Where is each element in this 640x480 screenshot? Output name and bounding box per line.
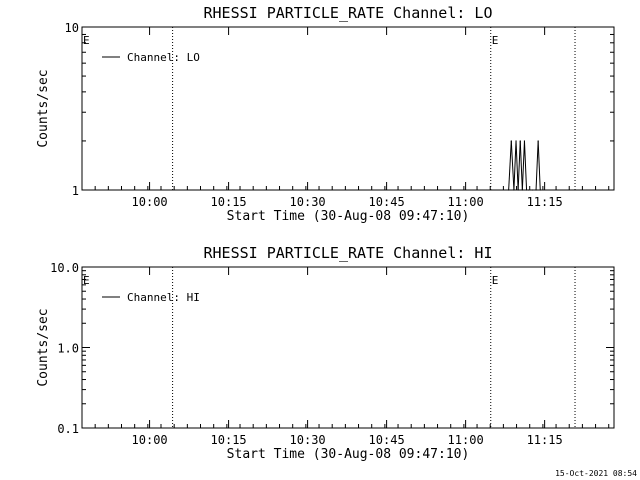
chart-2-y-tick-label: 10.0 <box>50 261 79 275</box>
chart-1-marker-e: E <box>83 34 90 47</box>
chart-1-series-1-point <box>508 189 510 191</box>
chart-2-x-tick-label: 10:30 <box>290 433 326 447</box>
chart-2: RHESSI PARTICLE_RATE Channel: HI 10:00 10:… <box>36 244 615 462</box>
chart-2-x-tick-label: 10:45 <box>369 433 405 447</box>
chart-2-title: RHESSI PARTICLE_RATE Channel: HI <box>204 244 493 262</box>
chart-2-x-tick-label: 11:00 <box>448 433 484 447</box>
chart-1: RHESSI PARTICLE_RATE Channel: LO 10:00 10:… <box>36 4 615 224</box>
chart-1-series-1-point <box>523 140 526 142</box>
chart-1-series-1-segment <box>523 140 528 191</box>
chart-1-series-1-point <box>535 189 537 191</box>
chart-1-x-tick-label: 10:45 <box>369 195 405 209</box>
chart-1-series-1-segment <box>513 140 517 191</box>
chart-1-x-tick-label: 10:15 <box>211 195 247 209</box>
chart-1-title: RHESSI PARTICLE_RATE Channel: LO <box>204 4 493 22</box>
chart-1-series-1-point <box>531 189 533 191</box>
chart-1-series-1-point <box>519 140 521 142</box>
chart-2-y-axis-label: Counts/sec <box>36 308 51 386</box>
chart-2-marker-e: E <box>83 274 90 287</box>
chart-1-series-1-segment <box>517 140 521 191</box>
chart-1-x-tick-label: 11:00 <box>448 195 484 209</box>
chart-2-y-tick-label: 0.1 <box>57 422 79 436</box>
chart-1-x-tick-label: 11:15 <box>527 195 563 209</box>
chart-1-series-1-point <box>521 189 523 191</box>
chart-1-series-1-point <box>517 189 519 191</box>
chart-1-y-axis-label: Counts/sec <box>36 69 51 147</box>
chart-1-series-1-point <box>515 140 517 142</box>
chart-1-y-tick-label: 10 <box>65 21 79 35</box>
chart-1-marker-e: E <box>492 34 499 47</box>
chart-1-series-1-point <box>528 189 530 191</box>
footer-timestamp: 15-Oct-2021 08:54 <box>555 469 637 478</box>
chart-1-series-1-segment <box>537 140 541 191</box>
chart-1-x-tick-label: 10:00 <box>132 195 168 209</box>
chart-1-series-1-point <box>510 140 512 142</box>
chart-1-series-1-segment <box>521 140 525 191</box>
chart-2-y-tick-label: 1.0 <box>57 342 79 356</box>
chart-1-series-1-segment <box>515 140 519 191</box>
chart-1-x-axis-label: Start Time (30-Aug-08 09:47:10) <box>227 209 470 224</box>
chart-1-series-1-segment <box>510 140 515 191</box>
chart-1-series-1-point <box>513 189 515 191</box>
chart-1-series-1-segment <box>535 140 539 191</box>
chart-2-x-tick-label: 11:15 <box>527 433 563 447</box>
chart-1-x-tick-label: 10:30 <box>290 195 326 209</box>
chart-1-plot-frame <box>81 26 615 191</box>
chart-1-series-1-point <box>537 140 539 142</box>
chart-1-legend-label: Channel: LO <box>127 51 200 64</box>
chart-2-x-tick-label: 10:00 <box>132 433 168 447</box>
chart-1-series-1-segment <box>508 140 512 191</box>
chart-2-marker-e: E <box>492 274 499 287</box>
chart-1-y-tick-label: 1 <box>72 184 79 198</box>
chart-2-x-axis-label: Start Time (30-Aug-08 09:47:10) <box>227 447 470 462</box>
chart-2-x-tick-label: 10:15 <box>211 433 247 447</box>
chart-1-series-1-point <box>525 189 528 191</box>
chart-1-series-1-segment <box>519 140 523 191</box>
chart-1-series-1-point <box>539 189 541 191</box>
chart-2-legend-label: Channel: HI <box>127 291 200 304</box>
